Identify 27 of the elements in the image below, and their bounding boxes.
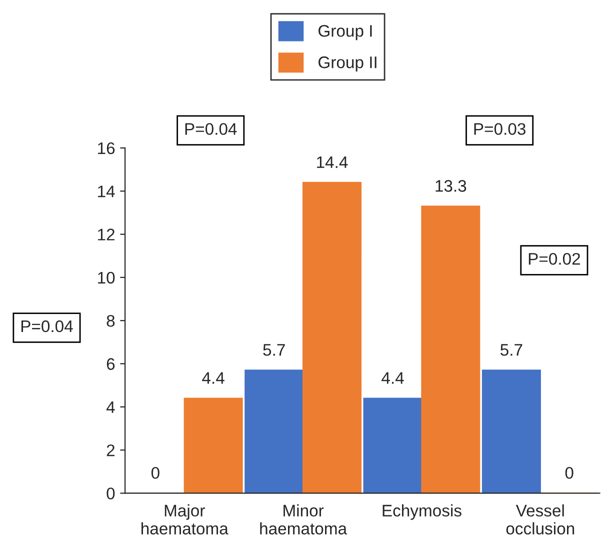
legend-label: Group II bbox=[318, 56, 376, 72]
data-label: 5.7 bbox=[500, 344, 522, 356]
x-tick-label: Vessel occlusion bbox=[506, 504, 574, 535]
y-tick-label: 10 bbox=[98, 272, 115, 284]
data-label: 0 bbox=[151, 466, 160, 479]
text: P=0.04 bbox=[21, 320, 73, 332]
data-label: 4.4 bbox=[202, 372, 224, 384]
y-tick-label: 8 bbox=[106, 314, 115, 327]
y-tick-label: 16 bbox=[98, 142, 115, 154]
annotation: P=0.02 bbox=[528, 252, 580, 265]
text: P=0.04 bbox=[185, 123, 237, 135]
x-tick-label: Echymosis bbox=[382, 504, 462, 520]
y-tick-label: 14 bbox=[98, 186, 115, 198]
y-tick-label: 12 bbox=[98, 228, 114, 240]
data-label: 0 bbox=[565, 466, 574, 479]
data-label: 4.4 bbox=[382, 372, 404, 384]
y-tick-label: 2 bbox=[106, 444, 114, 456]
y-tick-label: 4 bbox=[106, 401, 115, 413]
data-label: 5.7 bbox=[263, 344, 285, 356]
y-tick-label: 6 bbox=[106, 358, 115, 370]
y-tick-label: 0 bbox=[106, 488, 115, 500]
data-label: 13.3 bbox=[436, 180, 466, 192]
x-tick-label: Minor haematoma bbox=[260, 504, 348, 535]
x-tick-label: Major haematoma bbox=[142, 504, 228, 535]
text: P=0.03 bbox=[474, 123, 526, 135]
legend-label: Group I bbox=[318, 25, 372, 40]
data-label: 14.4 bbox=[317, 156, 348, 168]
